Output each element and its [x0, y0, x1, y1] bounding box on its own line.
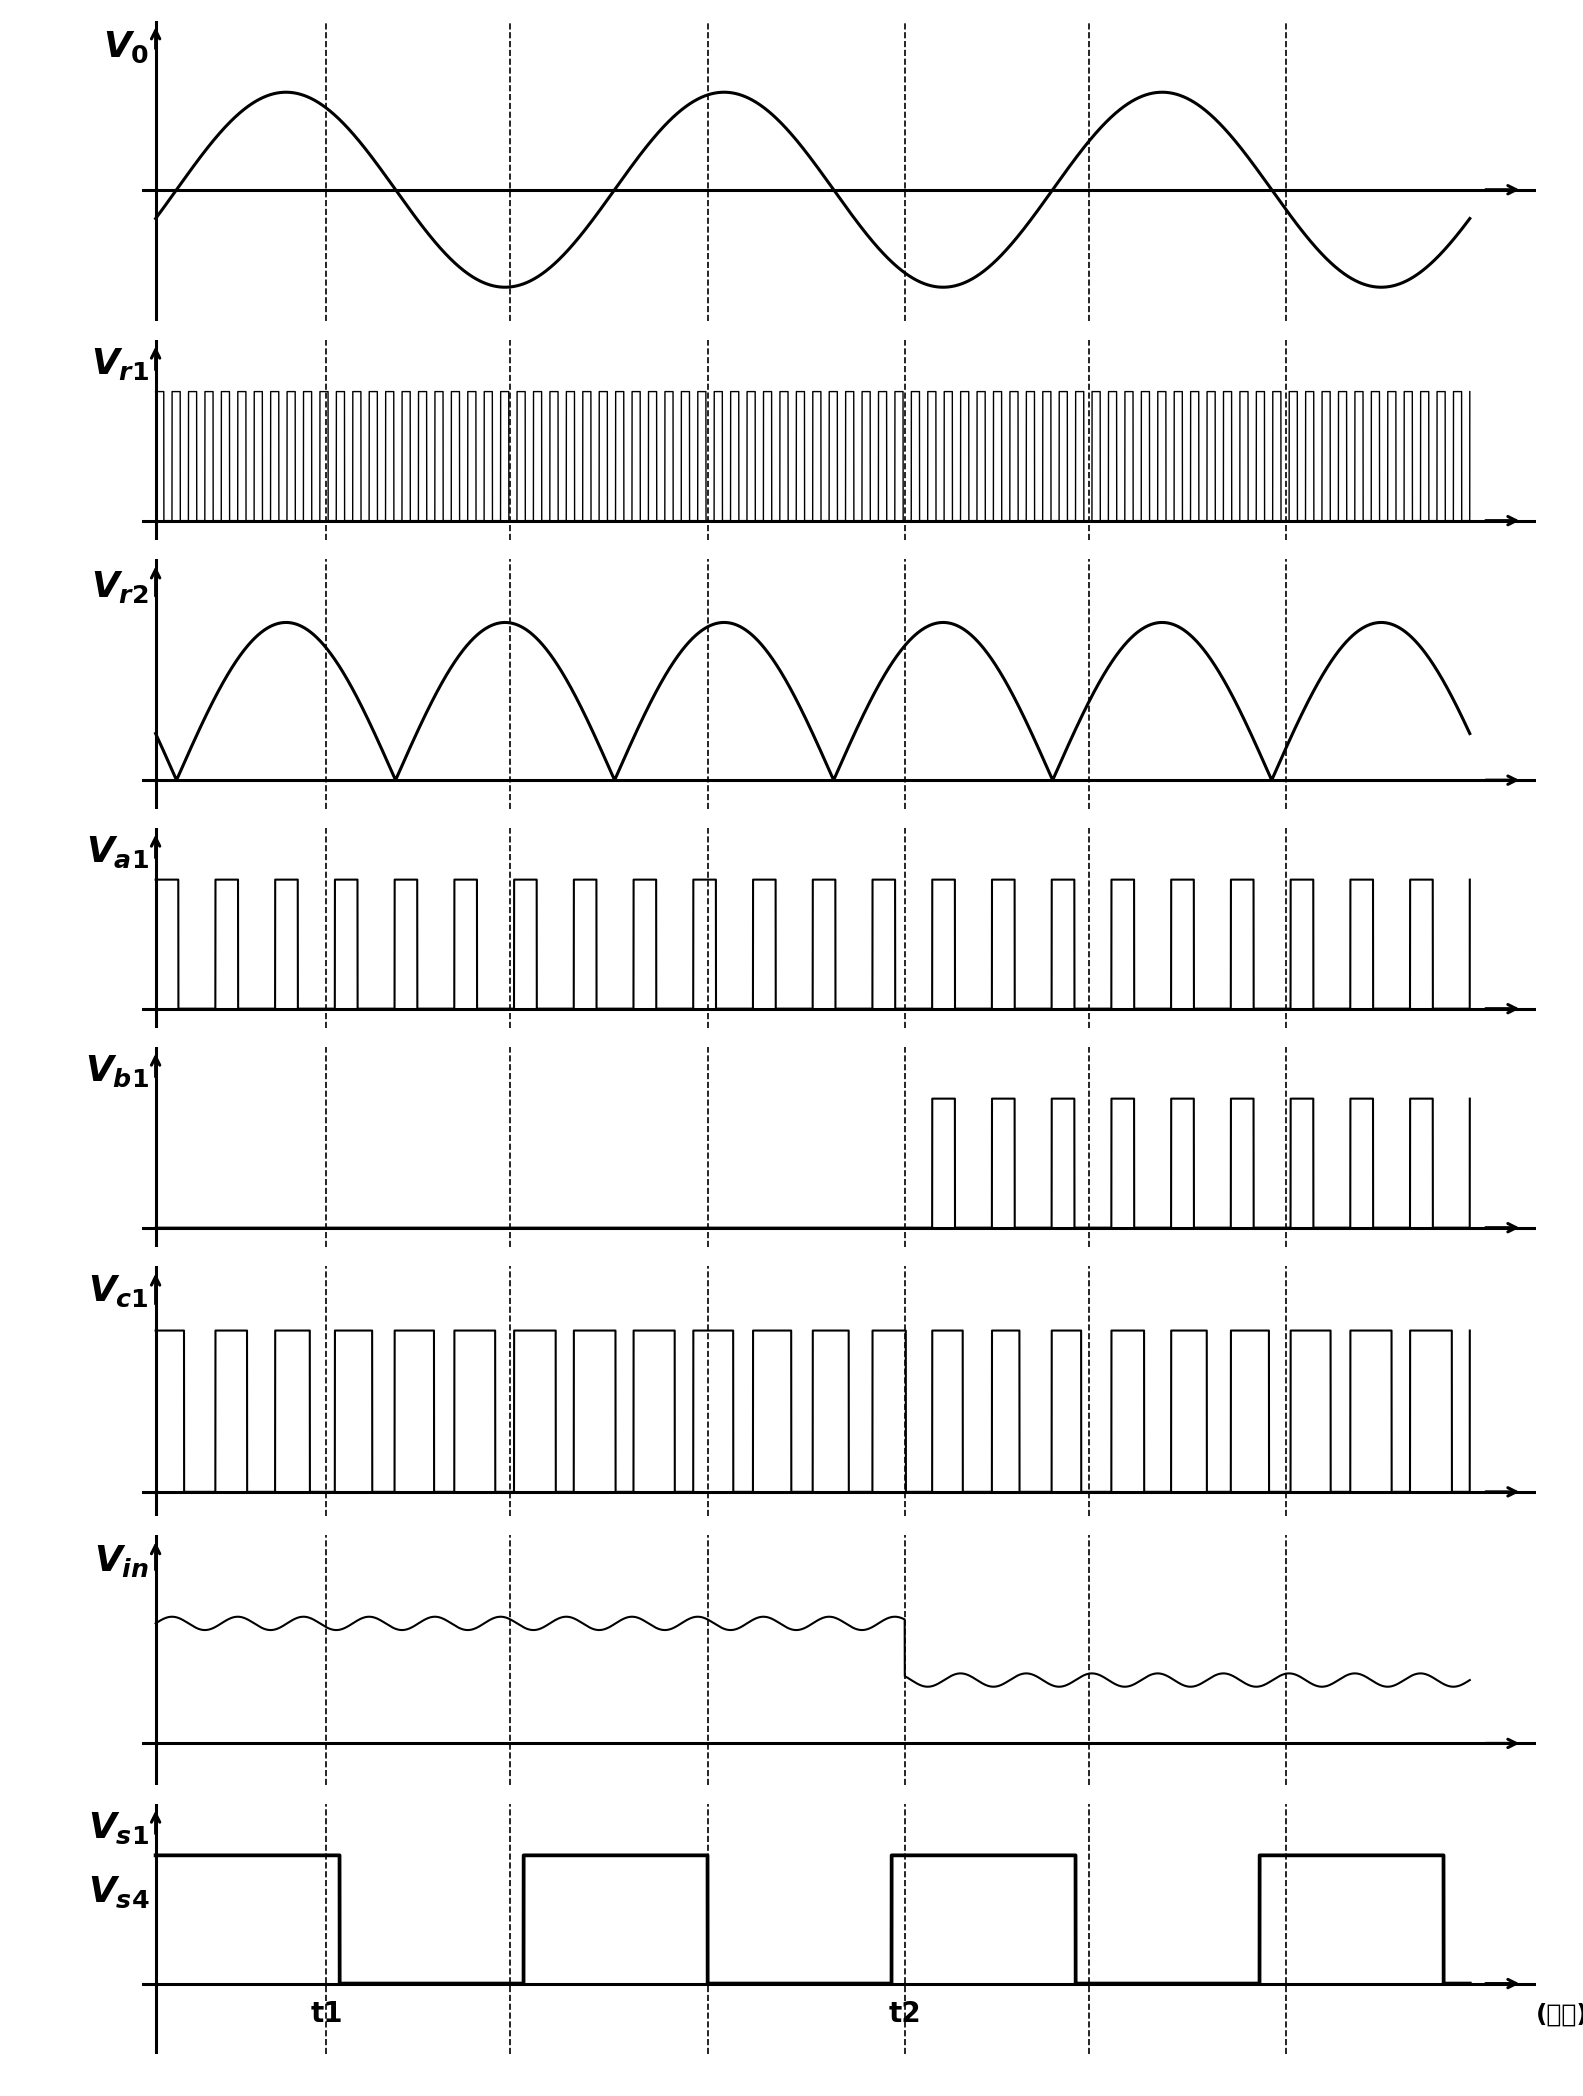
Text: $V_0$: $V_0$ — [103, 29, 149, 65]
Text: $V_{r2}$: $V_{r2}$ — [92, 568, 149, 604]
Text: $V_{c1}$: $V_{c1}$ — [89, 1274, 149, 1310]
Text: $V_{a1}$: $V_{a1}$ — [85, 834, 149, 870]
Text: t1: t1 — [310, 2000, 342, 2029]
Text: $V_{in}$: $V_{in}$ — [93, 1543, 149, 1580]
Text: $V_{s4}$: $V_{s4}$ — [87, 1874, 149, 1909]
Text: (时间): (时间) — [1536, 2004, 1583, 2027]
Text: $V_{r1}$: $V_{r1}$ — [90, 346, 149, 381]
Text: $V_{s1}$: $V_{s1}$ — [89, 1811, 149, 1847]
Text: $V_{b1}$: $V_{b1}$ — [85, 1054, 149, 1088]
Text: t2: t2 — [888, 2000, 921, 2029]
